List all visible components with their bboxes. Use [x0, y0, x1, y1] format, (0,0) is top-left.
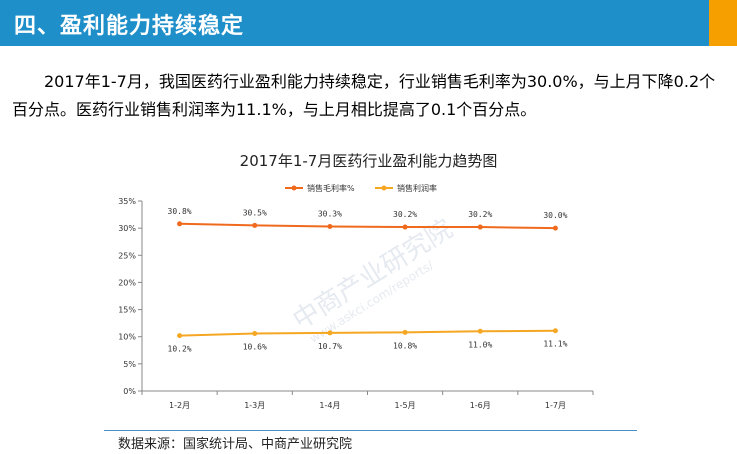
x-tick-label: 1-2月: [169, 401, 190, 410]
data-point: [177, 221, 183, 227]
legend-marker: [381, 185, 387, 191]
data-point: [252, 330, 258, 336]
data-label: 30.8%: [168, 207, 192, 216]
data-point: [477, 328, 483, 334]
header-accent-bar: [709, 0, 737, 46]
data-point: [177, 333, 183, 339]
data-point: [402, 329, 408, 335]
summary-paragraph: 2017年1-7月，我国医药行业盈利能力持续稳定，行业销售毛利率为30.0%，与…: [12, 72, 716, 119]
legend-marker: [291, 185, 297, 191]
data-label: 10.8%: [393, 341, 417, 350]
data-point: [552, 225, 558, 231]
x-tick-label: 1-3月: [244, 401, 265, 410]
footer-divider: [104, 430, 637, 431]
section-title: 四、盈利能力持续稳定: [14, 14, 245, 39]
data-label: 30.0%: [543, 211, 567, 220]
data-point: [252, 222, 258, 228]
y-tick-label: 5%: [123, 360, 136, 369]
data-label: 11.0%: [468, 340, 492, 349]
x-tick-label: 1-4月: [319, 401, 340, 410]
data-label: 30.5%: [243, 208, 267, 217]
legend-label: 销售毛利率%: [307, 183, 355, 193]
x-tick-label: 1-6月: [470, 401, 491, 410]
data-point: [402, 224, 408, 230]
data-label: 30.2%: [393, 210, 417, 219]
data-point: [327, 330, 333, 336]
data-label: 11.1%: [543, 340, 567, 349]
x-tick-label: 1-7月: [545, 401, 566, 410]
y-tick-label: 10%: [118, 333, 136, 342]
y-tick-label: 25%: [118, 251, 136, 260]
data-label: 10.2%: [168, 345, 192, 354]
series-line: [179, 329, 556, 337]
data-label: 30.3%: [318, 210, 342, 219]
data-label: 10.7%: [318, 342, 342, 351]
x-tick-label: 1-5月: [395, 401, 416, 410]
data-point: [477, 224, 483, 230]
y-tick-label: 20%: [118, 278, 136, 287]
series-line: [179, 222, 556, 230]
chart-title: 2017年1-7月医药行业盈利能力趋势图: [239, 152, 498, 170]
y-tick-label: 30%: [118, 224, 136, 233]
y-tick-label: 0%: [123, 387, 136, 396]
y-tick-label: 35%: [118, 197, 136, 206]
data-label: 10.6%: [243, 342, 267, 351]
watermark-name: 中商产业研究院: [288, 214, 458, 336]
data-label: 30.2%: [468, 210, 492, 219]
data-source: 数据来源：国家统计局、中商产业研究院: [118, 437, 353, 452]
y-tick-label: 15%: [118, 306, 136, 315]
legend-label: 销售利润率: [397, 183, 437, 193]
section-header: 四、盈利能力持续稳定: [0, 0, 737, 46]
data-point: [327, 224, 333, 230]
data-point: [552, 328, 558, 334]
